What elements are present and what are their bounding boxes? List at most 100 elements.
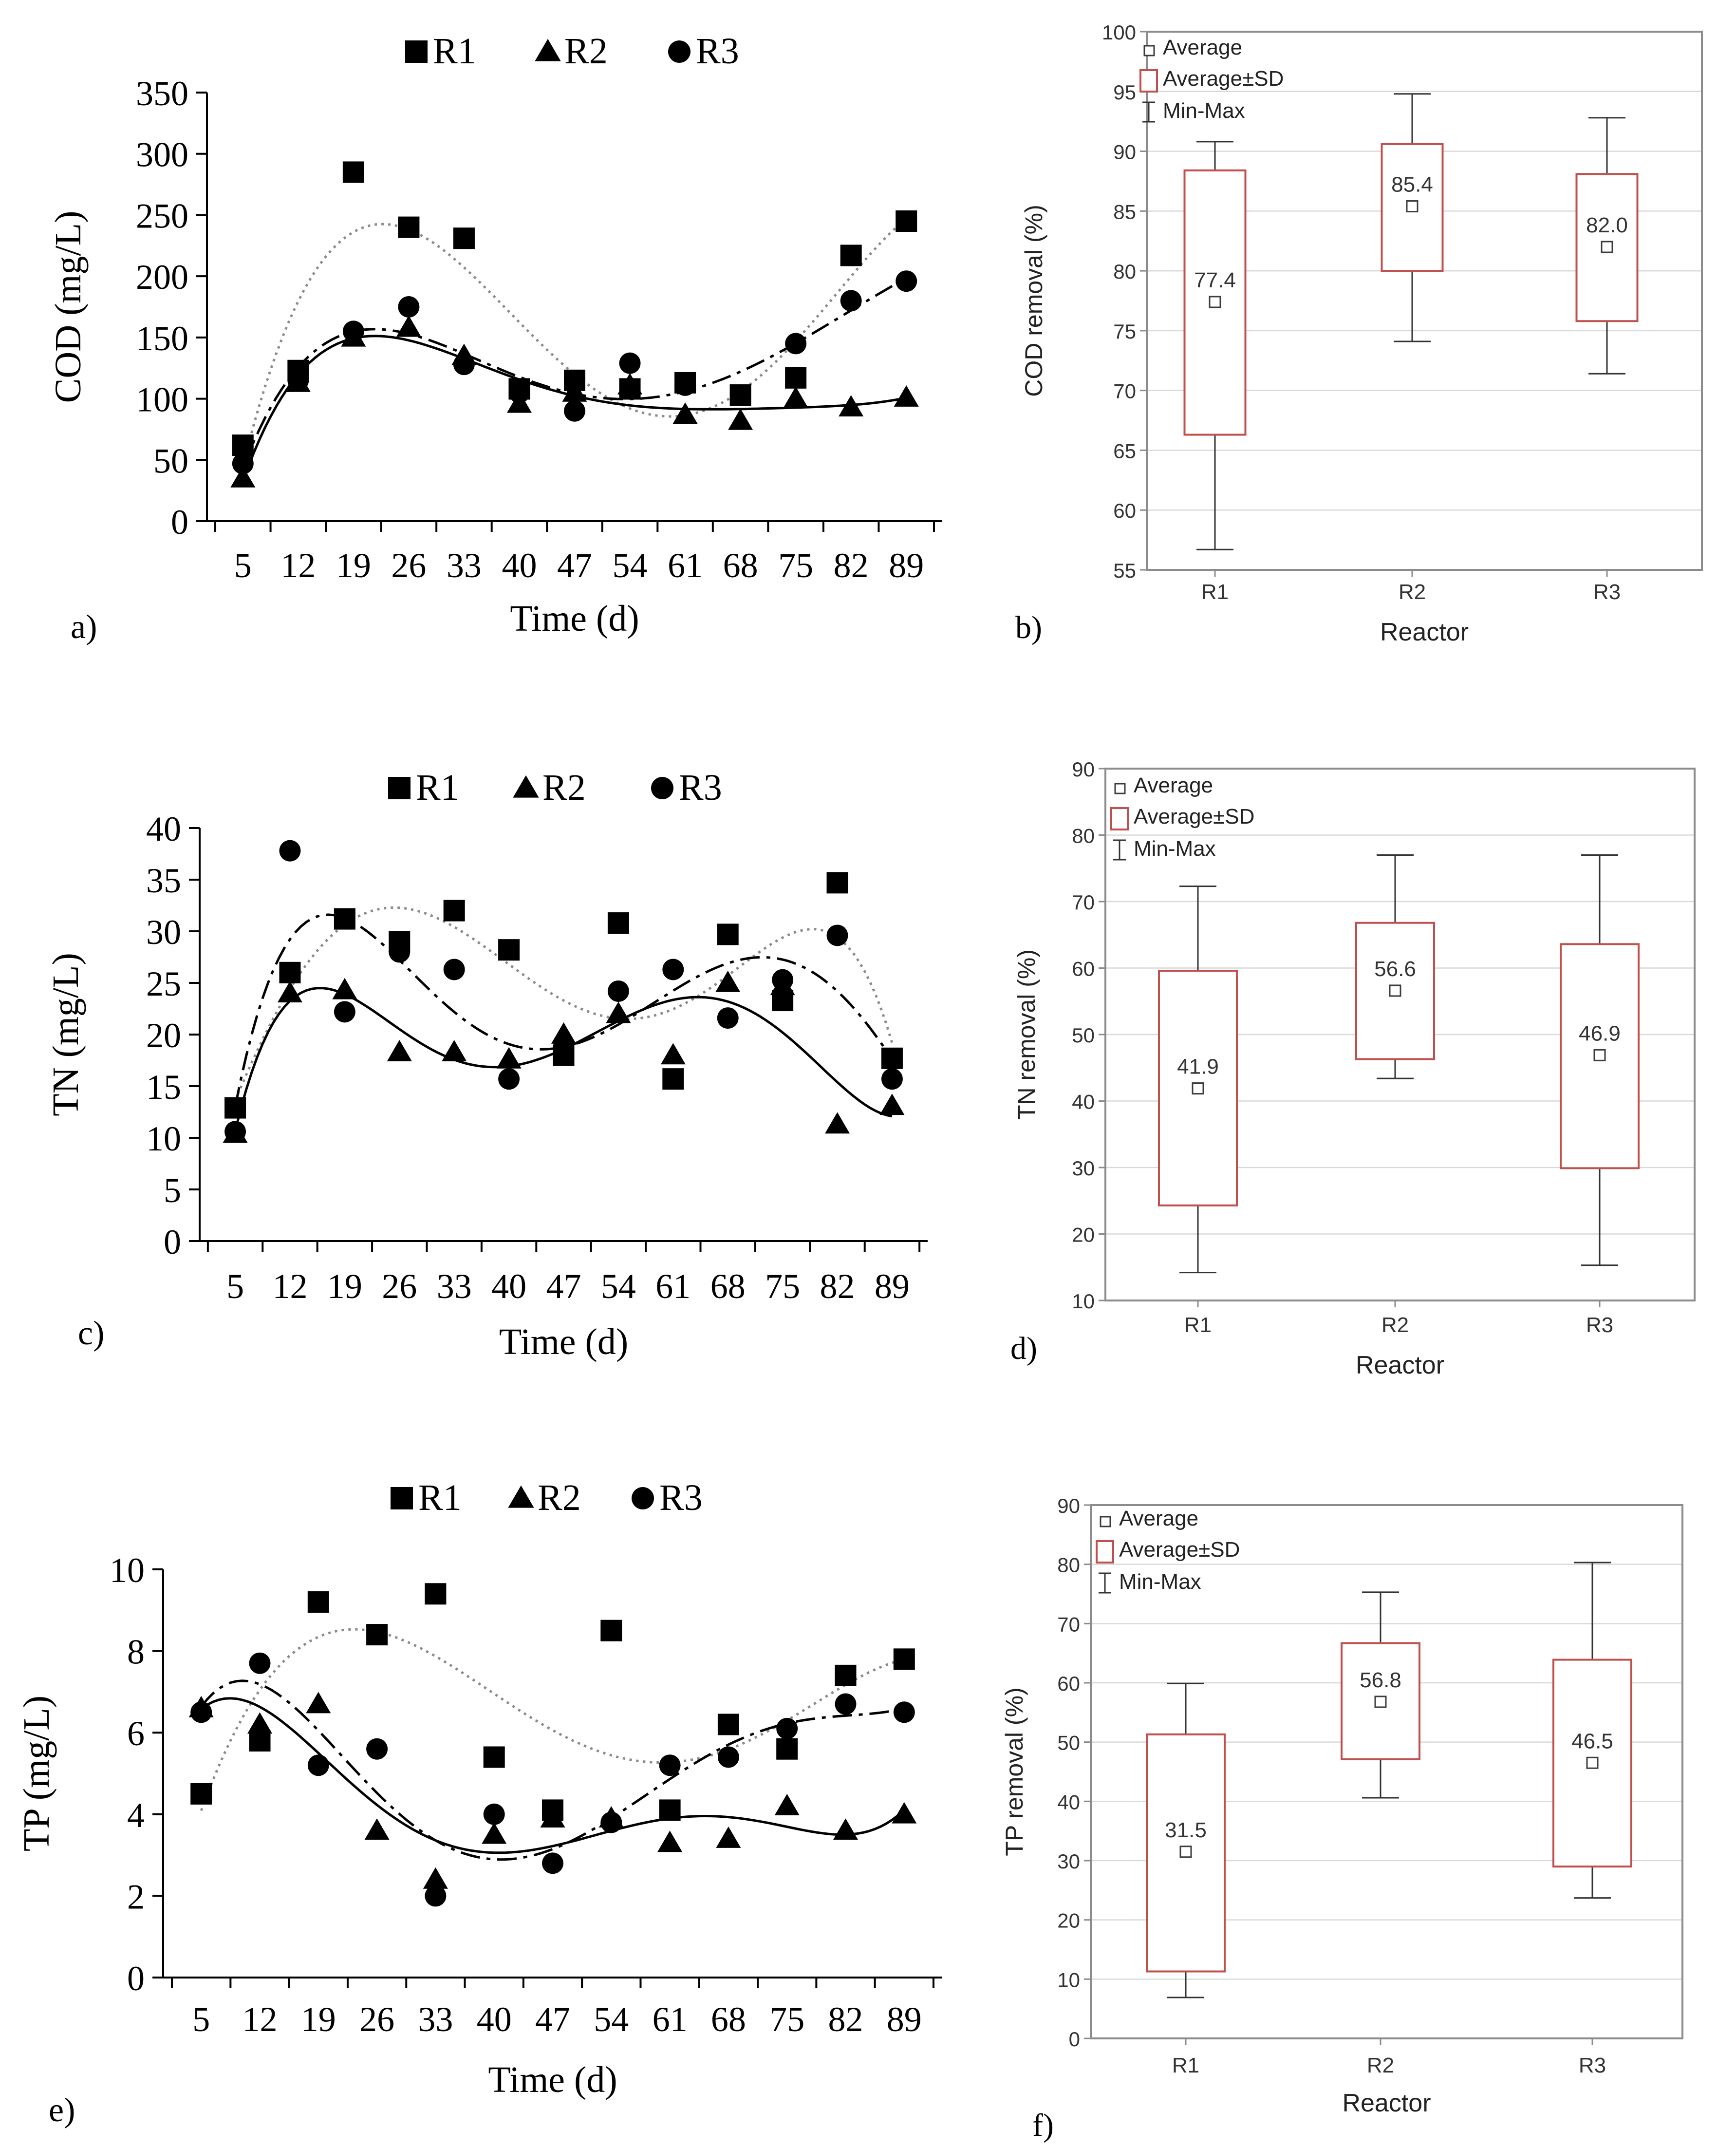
y-tick-label: 5 [164,1171,181,1210]
y-tick-label: 50 [1072,1024,1095,1047]
legend-label: Min-Max [1134,837,1216,861]
legend-sd-icon [1110,807,1129,830]
box-r1: 77.4 [1183,141,1247,550]
box-r3: 46.9 [1560,854,1640,1266]
legend: R1 R2 R3 [388,767,722,808]
data-point-r2 [894,385,919,407]
panel-label: d) [1010,1331,1037,1366]
legend-marker-r1 [391,1487,413,1509]
y-tick-label: 350 [136,74,188,113]
box-r1: 41.9 [1158,886,1238,1274]
y-tick-label: 10 [110,1551,145,1590]
data-point-r2 [482,1822,507,1844]
trend-line-r3 [234,913,893,1107]
data-point-r1 [826,872,848,894]
x-axis-title: Reactor [1342,2089,1431,2117]
legend-sd-icon [1096,1540,1114,1564]
data-point-r3 [772,969,794,991]
data-point-r2 [396,315,421,337]
x-tick-label: 68 [711,2000,746,2039]
x-tick-label: R2 [1367,2054,1394,2077]
x-tick-label: 40 [502,546,537,585]
data-point-r3 [334,1001,355,1023]
data-point-r3 [619,352,641,374]
data-point-r3 [508,382,530,403]
data-point-r1 [190,1783,212,1805]
y-tick-label: 70 [1057,1613,1080,1636]
y-tick-label: 6 [127,1714,145,1753]
y-tick-label: 85 [1113,200,1136,223]
y-tick-label: 10 [146,1119,181,1158]
y-tick-label: 100 [136,380,188,419]
data-point-r1 [840,245,862,266]
data-point-r2 [657,1830,683,1852]
y-tick-label: 80 [1057,1554,1080,1577]
data-point-r3 [542,1852,563,1874]
x-tick-label: R1 [1172,2054,1199,2077]
x-tick-label: 33 [447,546,482,585]
chart-panel-b: 55 60 65 70 75 80 85 90 95 100 77.4 R1 85.4 R2 82.0 R3 R… [1015,21,1703,646]
x-tick-label: 26 [359,2000,394,2039]
y-tick-label: 200 [136,258,188,297]
data-point-r3 [389,941,411,963]
legend-marker-r2 [513,775,539,798]
data-point-r1 [224,1097,246,1119]
legend-marker-r3 [651,777,673,799]
data-point-r2 [306,1692,331,1714]
data-point-r1 [717,923,739,945]
data-point-r1 [881,1047,903,1069]
legend-average-icon [1114,783,1126,794]
data-point-r3 [287,369,309,391]
trend-line-r3 [200,1679,905,1861]
data-point-r2 [783,386,808,408]
legend-label: R3 [679,767,722,808]
legend: Average Average±SD Min-Max [1096,1507,1240,1594]
data-point-r2 [716,1827,741,1848]
plot-frame [1090,1504,1683,2039]
y-tick-label: 60 [1113,499,1136,522]
y-tick-label: 0 [164,1223,181,1262]
x-tick-label: 82 [828,2000,863,2039]
panel-label: a) [71,608,97,646]
x-tick-label: 54 [601,1267,636,1306]
data-point-r1 [662,1068,684,1090]
y-tick-label: 30 [1072,1157,1095,1180]
y-axis-title: TP removal (%) [1001,1687,1028,1856]
legend-label: Average [1119,1507,1198,1530]
data-point-r1 [659,1799,681,1821]
x-tick-label: 19 [327,1267,362,1306]
x-axis-title: Reactor [1356,1351,1444,1379]
average-marker [1179,1846,1192,1858]
data-point-r1 [607,912,629,934]
y-tick-label: 35 [146,861,181,900]
x-tick-label: 61 [668,546,703,585]
box-r3: 82.0 [1575,117,1639,375]
x-tick-label: 40 [477,2000,512,2039]
x-tick-label: 47 [557,546,592,585]
data-point-r3 [498,1068,520,1090]
y-tick-label: 40 [1072,1091,1095,1113]
data-point-r3 [249,1652,271,1674]
series-r1 [224,872,903,1119]
average-label: 56.6 [1374,957,1416,981]
data-point-r3 [190,1701,212,1723]
x-tick-label: 19 [301,2000,336,2039]
plot-frame [1146,31,1703,571]
x-tick-label: 89 [889,546,924,585]
y-tick-label: 250 [136,196,188,235]
average-label: 46.9 [1579,1021,1621,1045]
y-tick-label: 75 [1113,320,1136,343]
legend-label: Average±SD [1119,1538,1240,1562]
data-point-r3 [881,1068,903,1090]
data-point-r1 [717,1714,739,1735]
y-tick-label: 0 [171,503,188,542]
data-point-r3 [564,400,585,422]
data-point-r2 [728,408,753,430]
data-point-r3 [776,1717,798,1739]
chart-panel-c: 0 5 10 15 20 25 30 35 40 5 12 19 26 33 40 47 54 61 68 75 82 8… [45,767,928,1362]
y-tick-label: 20 [1057,1909,1080,1932]
y-tick-label: 10 [1057,1968,1080,1991]
x-tick-label: 54 [594,2000,629,2039]
data-point-r1 [334,908,355,930]
box-r2: 56.8 [1341,1591,1420,1799]
